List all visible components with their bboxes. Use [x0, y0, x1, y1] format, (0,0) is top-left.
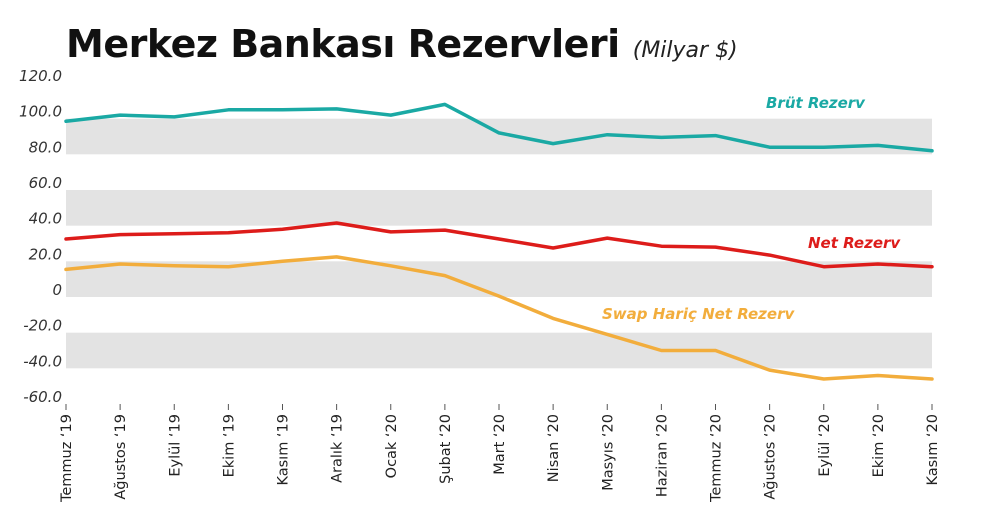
x-tick-label: Mart ‘20 — [492, 414, 508, 475]
x-tick-label: Temmuz ‘19 — [59, 414, 75, 503]
x-axis-ticks: Temmuz ‘19 Ağustos ‘19 Eylül ‘19 Ekim ‘19 Ka… — [59, 404, 941, 503]
y-axis-ticks: 120.0 100.0 80.0 60.0 40.0 20.0 0 -20.0 -40.0 -60… — [19, 67, 62, 406]
y-tick-label: 120.0 — [19, 67, 62, 85]
series-line-1 — [64, 221, 934, 269]
grid-band — [66, 118, 932, 155]
x-tick-label: Ocak ‘20 — [384, 414, 400, 478]
grid-band — [66, 190, 932, 226]
series-label-0: Brüt Rezerv — [766, 94, 866, 112]
y-tick-label: 80.0 — [29, 138, 62, 156]
x-tick-label: Kasım ‘20 — [925, 414, 941, 486]
y-tick-label: -40.0 — [23, 352, 62, 370]
x-tick-label: Aralık ‘19 — [330, 414, 346, 483]
grid-bands — [66, 118, 932, 369]
series-lines — [64, 102, 934, 381]
series-line-2 — [64, 255, 934, 381]
grid-band — [66, 332, 932, 369]
y-tick-label: 60.0 — [29, 174, 62, 192]
x-tick-label: Şubat ‘20 — [438, 414, 454, 484]
y-tick-label: 40.0 — [29, 210, 62, 228]
series-labels: Brüt Rezerv Net Rezerv Swap Hariç Net Reze… — [602, 94, 901, 323]
title-block: Merkez Bankası Rezervleri (Milyar $) — [66, 22, 738, 66]
x-tick-label: Temmuz ‘20 — [709, 414, 725, 503]
series-line-0 — [64, 102, 934, 153]
x-tick-label: Haziran ‘20 — [654, 414, 670, 497]
y-tick-label: 100.0 — [19, 103, 62, 121]
x-tick-label: Ağustos ‘19 — [113, 414, 129, 500]
x-tick-label: Masyıs ‘20 — [600, 414, 616, 491]
x-tick-label: Eylül ‘20 — [817, 414, 833, 477]
y-tick-label: -60.0 — [23, 388, 62, 406]
x-tick-label: Kasım ‘19 — [276, 414, 292, 486]
series-label-1: Net Rezerv — [808, 234, 901, 252]
series-label-2: Swap Hariç Net Rezerv — [602, 305, 795, 323]
chart-title: Merkez Bankası Rezervleri — [66, 22, 620, 66]
x-tick-label: Ağustos ‘20 — [763, 414, 779, 500]
x-tick-label: Ekim ‘19 — [221, 414, 237, 477]
y-tick-label: 0 — [52, 281, 62, 299]
chart-subtitle: (Milyar $) — [632, 38, 738, 63]
x-tick-label: Ekim ‘20 — [871, 414, 887, 477]
y-tick-label: 20.0 — [29, 245, 62, 263]
x-tick-label: Eylül ‘19 — [167, 414, 183, 477]
x-tick-label: Nisan ‘20 — [546, 414, 562, 482]
y-tick-label: -20.0 — [23, 317, 62, 335]
